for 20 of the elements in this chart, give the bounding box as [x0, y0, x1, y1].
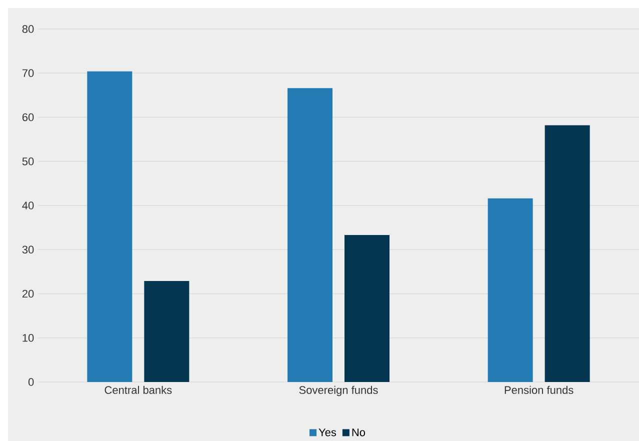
- bar: [344, 235, 390, 382]
- y-tick-label: 50: [22, 157, 34, 166]
- y-tick-label: 0: [28, 378, 34, 386]
- bar: [144, 280, 190, 382]
- x-tick-label: Central banks: [104, 386, 172, 394]
- legend-label: Yes: [318, 428, 336, 436]
- y-tick-label: 80: [22, 25, 34, 33]
- y-tick-label: 20: [22, 290, 34, 298]
- x-tick-label: Pension funds: [504, 386, 574, 394]
- y-tick-label: 70: [22, 69, 34, 78]
- bar: [87, 71, 132, 382]
- legend-label: No: [352, 428, 366, 436]
- y-tick-label: 30: [22, 246, 34, 254]
- y-tick-label: 60: [22, 113, 34, 122]
- x-tick-label: Sovereign funds: [299, 386, 378, 396]
- y-tick-label: 10: [22, 334, 34, 342]
- bar: [488, 198, 533, 382]
- bar: [288, 88, 333, 382]
- y-tick-label: 40: [22, 202, 34, 210]
- bar: [544, 125, 590, 382]
